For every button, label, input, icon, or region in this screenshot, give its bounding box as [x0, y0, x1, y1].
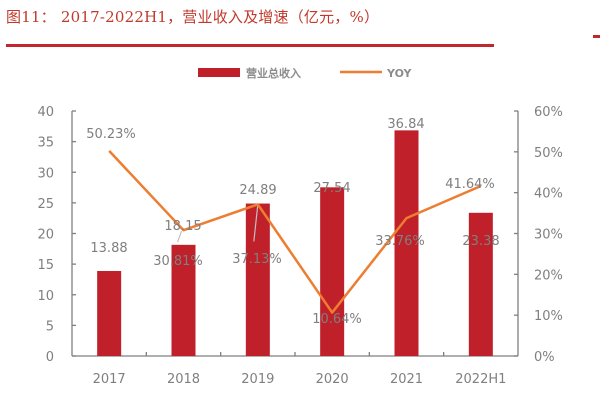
yoy-value-label: 33.76% — [375, 234, 425, 249]
bar-value-label: 24.89 — [239, 183, 276, 198]
right-tick-label: 30% — [534, 228, 563, 243]
axes: 0 5 10 15 20 25 30 35 40 0% 10% 20% 30% 40% 50% 60% 2017… — [37, 105, 562, 387]
bar-value-label: 27.54 — [313, 181, 350, 196]
left-tick-label: 35 — [37, 136, 54, 151]
leader-line — [253, 204, 259, 242]
x-tick-label: 2020 — [316, 372, 349, 387]
legend-bar-swatch — [198, 68, 240, 77]
data-labels: 13.88 18.15 24.89 27.54 36.84 23.38 50.23% 30.8… — [86, 117, 499, 327]
right-tick-label: 50% — [534, 146, 563, 161]
leader-lines — [176, 204, 259, 243]
revenue-bar — [97, 270, 122, 356]
left-tick-label: 25 — [37, 197, 54, 212]
right-tick-label: 10% — [534, 309, 563, 324]
legend-line-label: YOY — [386, 67, 413, 80]
left-tick-label: 20 — [37, 228, 54, 243]
bar-value-label: 13.88 — [90, 241, 127, 256]
x-tick-label: 2022H1 — [455, 372, 506, 387]
legend: 营业总收入 YOY — [198, 66, 413, 80]
bar-value-label: 36.84 — [387, 117, 424, 132]
left-tick-label: 30 — [37, 166, 54, 181]
line-series — [108, 150, 482, 314]
x-tick-label: 2018 — [167, 372, 200, 387]
left-tick-label: 40 — [37, 105, 54, 120]
right-tick-label: 40% — [534, 187, 563, 202]
figure-title: 图11： 2017-2022H1，营业收入及增速（亿元，%） — [6, 8, 380, 26]
left-tick-label: 5 — [46, 319, 54, 334]
x-tick-label: 2017 — [93, 372, 126, 387]
yoy-value-label: 41.64% — [445, 177, 495, 192]
yoy-value-label: 37.13% — [232, 252, 282, 267]
revenue-bar — [245, 203, 270, 356]
revenue-bar — [468, 212, 493, 356]
yoy-value-label: 10.64% — [312, 312, 362, 327]
yoy-line — [108, 150, 482, 314]
left-tick-label: 10 — [37, 289, 54, 304]
legend-bar-label: 营业总收入 — [246, 66, 301, 80]
right-tick-label: 0% — [534, 350, 555, 365]
bar-series — [97, 130, 493, 356]
x-tick-label: 2019 — [241, 372, 274, 387]
x-tick-label: 2021 — [390, 372, 423, 387]
bar-value-label: 18.15 — [164, 219, 201, 234]
title-underline — [6, 44, 494, 47]
yoy-value-label: 50.23% — [86, 127, 136, 142]
left-tick-label: 0 — [46, 350, 54, 365]
revenue-bar — [171, 244, 196, 356]
right-tick-label: 20% — [534, 268, 563, 283]
left-tick-label: 15 — [37, 258, 54, 273]
revenue-bar — [320, 187, 345, 356]
title-underline-fragment — [593, 35, 600, 38]
right-tick-label: 60% — [534, 105, 563, 120]
revenue-bar — [394, 130, 419, 356]
yoy-value-label: 30.81% — [153, 254, 203, 269]
bar-value-label: 23.38 — [462, 234, 499, 249]
leader-line — [176, 230, 183, 243]
